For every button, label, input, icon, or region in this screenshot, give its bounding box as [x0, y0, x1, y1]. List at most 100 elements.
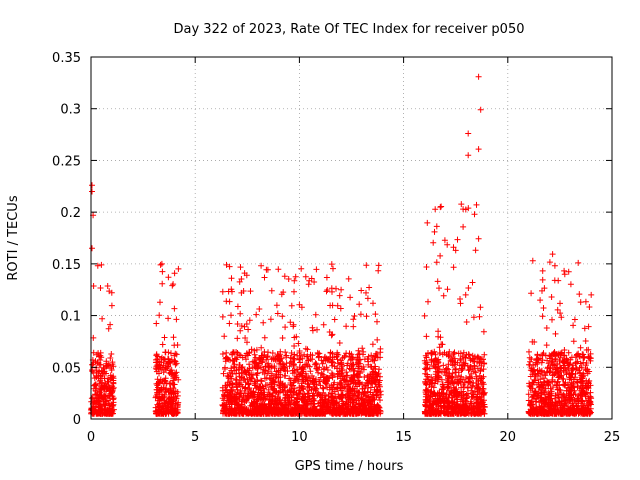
- data-point: [248, 346, 255, 353]
- data-point: [582, 338, 589, 344]
- data-point: [246, 361, 253, 368]
- data-point: [437, 252, 444, 259]
- data-point: [219, 288, 226, 295]
- data-point: [268, 356, 275, 363]
- data-point: [291, 288, 297, 295]
- data-point: [454, 236, 461, 243]
- data-point: [229, 357, 236, 364]
- data-point: [423, 264, 430, 270]
- y-tick-label: 0.25: [52, 154, 81, 169]
- data-point: [172, 400, 179, 407]
- data-point: [436, 285, 442, 292]
- data-point: [234, 350, 241, 356]
- data-point: [282, 372, 289, 379]
- data-point: [175, 399, 182, 406]
- data-point: [165, 409, 172, 416]
- data-point: [343, 350, 350, 357]
- data-point: [156, 401, 163, 407]
- data-point: [238, 276, 245, 282]
- data-point: [304, 362, 311, 369]
- data-point: [174, 342, 181, 348]
- data-point: [294, 352, 301, 359]
- data-point: [258, 377, 264, 384]
- data-point: [472, 247, 479, 254]
- data-point: [349, 400, 356, 407]
- data-point: [330, 265, 336, 272]
- data-point: [302, 405, 309, 412]
- data-point: [89, 182, 95, 189]
- data-point: [234, 321, 241, 327]
- data-point: [165, 363, 172, 370]
- data-point: [92, 395, 99, 402]
- data-point: [270, 376, 277, 382]
- data-point: [268, 287, 275, 294]
- data-point: [271, 363, 278, 370]
- data-point: [168, 356, 175, 363]
- data-point: [227, 357, 233, 364]
- data-point: [226, 320, 233, 327]
- data-point: [155, 384, 162, 391]
- data-point: [157, 299, 163, 306]
- data-point: [299, 365, 306, 371]
- data-point: [577, 299, 584, 306]
- data-point: [305, 390, 311, 397]
- data-point: [98, 261, 105, 268]
- data-point: [258, 410, 265, 417]
- x-tick-label: 25: [604, 430, 621, 445]
- data-point: [279, 313, 286, 320]
- data-point: [293, 333, 300, 340]
- data-point: [343, 369, 350, 376]
- data-point: [290, 355, 297, 362]
- data-point: [539, 267, 546, 274]
- data-point: [165, 315, 172, 322]
- data-point: [175, 265, 182, 272]
- data-point: [242, 335, 249, 341]
- data-point: [269, 350, 276, 356]
- data-point: [549, 316, 555, 323]
- data-point: [274, 310, 281, 317]
- data-point: [273, 401, 280, 408]
- data-point: [297, 359, 304, 366]
- data-point: [450, 264, 457, 271]
- x-axis-label: GPS time / hours: [295, 459, 404, 474]
- data-point: [302, 394, 309, 401]
- data-point: [162, 349, 169, 356]
- data-point: [107, 355, 114, 361]
- data-point: [527, 358, 534, 365]
- data-point: [305, 387, 312, 394]
- data-point: [352, 405, 359, 412]
- x-tick-label: 0: [87, 430, 95, 445]
- data-point: [313, 266, 320, 273]
- data-point: [241, 323, 248, 330]
- data-point: [153, 393, 160, 400]
- data-point: [345, 394, 352, 401]
- data-point: [104, 283, 111, 289]
- data-point: [312, 360, 319, 367]
- data-point: [361, 389, 368, 396]
- data-point: [158, 260, 165, 267]
- data-point: [295, 340, 302, 347]
- data-point: [309, 352, 316, 359]
- data-point: [372, 378, 379, 384]
- y-tick-label: 0.15: [52, 258, 81, 273]
- data-point: [552, 330, 559, 337]
- data-point: [320, 385, 327, 392]
- data-point: [529, 257, 536, 264]
- data-point: [460, 223, 467, 230]
- data-point: [350, 316, 357, 323]
- data-point: [575, 259, 582, 266]
- data-point: [167, 385, 174, 392]
- data-point: [588, 291, 595, 298]
- data-point: [528, 290, 535, 297]
- data-point: [477, 106, 484, 113]
- data-point: [173, 316, 180, 323]
- data-point: [109, 359, 116, 366]
- data-point: [475, 73, 482, 80]
- data-point: [168, 390, 175, 397]
- data-point: [256, 306, 263, 312]
- data-point: [224, 389, 231, 396]
- data-point: [315, 354, 322, 361]
- data-point: [159, 364, 166, 371]
- data-point: [323, 288, 330, 295]
